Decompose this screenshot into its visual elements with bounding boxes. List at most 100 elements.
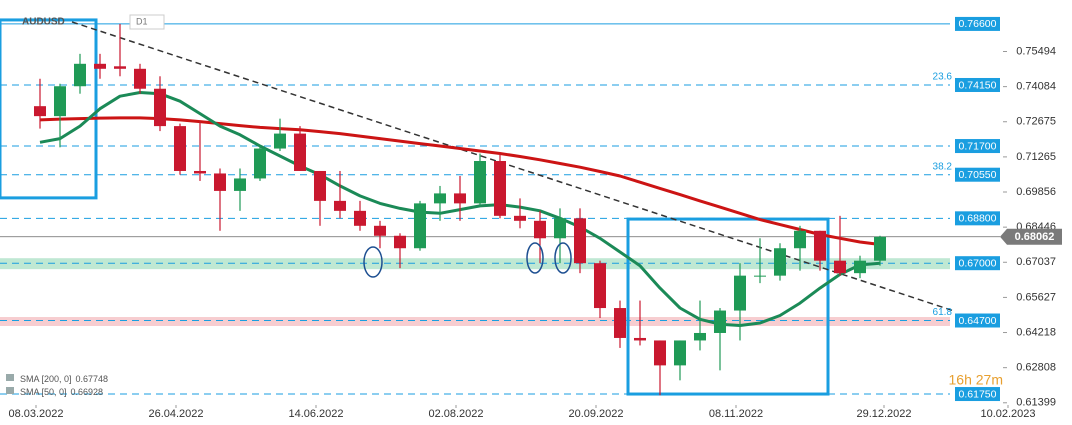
highlight-box (0, 18, 98, 200)
timeframe[interactable]: D1 (136, 16, 148, 26)
level-label: 0.71700 (959, 140, 997, 152)
level-label: 0.76600 (959, 18, 997, 30)
y-tick-label: 0.67037 (1016, 256, 1056, 268)
zone (0, 258, 950, 270)
legend: SMA [200, 0] 0.67748 SMA [50, 0] 0.66928 (6, 374, 108, 397)
candle-body (274, 133, 286, 149)
candle-body (494, 161, 506, 216)
candle-body (634, 337, 646, 341)
candle-body (454, 193, 466, 204)
fib-label: 23.6 (933, 72, 953, 83)
swing-low-marker (526, 242, 544, 274)
trendline (71, 21, 953, 312)
y-tick-label: 0.62808 (1016, 362, 1056, 374)
level-label: 0.67000 (959, 257, 997, 269)
current-price-label: 0.68062 (1015, 231, 1055, 243)
candle-body (514, 215, 526, 221)
x-tick-label: 10.02.2023 (980, 408, 1035, 420)
candle-body (254, 148, 266, 179)
y-tick-label: 0.72675 (1016, 116, 1056, 128)
candle-body (554, 218, 566, 239)
axes: 0.76600 0.74150 23.6 0.71700 0.70550 38.2 0.68… (8, 16, 1062, 420)
current-price-box (1000, 228, 1062, 245)
level-label: 0.64700 (959, 315, 997, 327)
y-tick-label: 0.69856 (1016, 186, 1056, 198)
level-label-box (955, 77, 1000, 92)
candle-body (654, 340, 666, 366)
candle-body (74, 63, 86, 87)
x-tick-label: 20.09.2022 (568, 408, 623, 420)
legend-icon[interactable] (6, 374, 14, 381)
highlight-box (626, 217, 830, 396)
symbol-header: AUDUSD D1 (22, 14, 165, 30)
zones (0, 258, 950, 326)
candle-body (134, 68, 146, 89)
candle-body (434, 193, 446, 204)
level-label-box (955, 256, 1000, 271)
swing-low-marker (554, 242, 572, 274)
candle-body (374, 225, 386, 236)
candle-body (674, 340, 686, 366)
level-label: 0.74150 (959, 79, 997, 91)
y-tick-label: 0.61399 (1016, 397, 1056, 409)
candle-body (154, 88, 166, 127)
candle-body (794, 230, 806, 249)
legend-value: 0.67748 (76, 374, 109, 384)
candle-body (114, 66, 126, 69)
symbol: AUDUSD (22, 17, 65, 28)
candle-body (594, 263, 606, 309)
x-tick-label: 02.08.2022 (428, 408, 483, 420)
boxes (0, 18, 830, 396)
candle-body (614, 308, 626, 338)
legend-entry: SMA [50, 0] 0.66928 (20, 387, 103, 397)
level-label-box (955, 313, 1000, 328)
x-tick-label: 08.11.2022 (709, 408, 763, 420)
legend-value: 0.66928 (71, 387, 104, 397)
fib-label: 38.2 (933, 161, 953, 172)
candle-body (34, 106, 46, 117)
candle-body (174, 126, 186, 171)
y-tick-label: 0.65627 (1016, 291, 1056, 303)
y-tick-label: 0.75494 (1016, 45, 1056, 57)
level-label: 0.61750 (959, 388, 997, 400)
x-tick-label: 08.03.2022 (8, 408, 63, 420)
y-tick-label: 0.64218 (1016, 326, 1056, 338)
level-label: 0.68800 (959, 213, 997, 225)
level-label-box (955, 16, 1000, 31)
candle-body (534, 220, 546, 239)
candle-body (234, 178, 246, 191)
candle-body (314, 170, 326, 201)
levels (0, 23, 1000, 395)
legend-entry: SMA [200, 0] 0.67748 (20, 374, 108, 384)
sma-line (39, 116, 881, 246)
level-label-box (955, 211, 1000, 226)
swing-low-marker (363, 246, 383, 278)
candle-body (574, 218, 586, 264)
legend-name: SMA [200, 0] (20, 374, 72, 384)
candle-body (214, 173, 226, 191)
legend-name: SMA [50, 0] (20, 387, 67, 397)
level-label: 0.70550 (959, 169, 997, 181)
fib-label: 61.8 (933, 307, 953, 318)
candle-body (334, 200, 346, 211)
timeframe-box[interactable] (129, 14, 165, 30)
candle-body (194, 170, 206, 174)
candle-body (294, 133, 306, 171)
y-tick-label: 0.74084 (1016, 81, 1056, 93)
legend-icon[interactable] (6, 387, 14, 394)
x-tick-label: 14.06.2022 (288, 408, 343, 420)
zone (0, 317, 950, 326)
level-label-box (955, 139, 1000, 154)
candle-body (54, 86, 66, 117)
candle-body (714, 310, 726, 333)
x-tick-label: 26.04.2022 (148, 408, 203, 420)
candle-body (834, 260, 846, 274)
candle-body (354, 210, 366, 226)
x-tick-label: 29.12.2022 (856, 408, 911, 420)
candle-body (394, 235, 406, 249)
level-label-box (955, 387, 1000, 402)
level-label-box (955, 167, 1000, 182)
candle-body (414, 203, 426, 249)
candles (34, 23, 886, 396)
